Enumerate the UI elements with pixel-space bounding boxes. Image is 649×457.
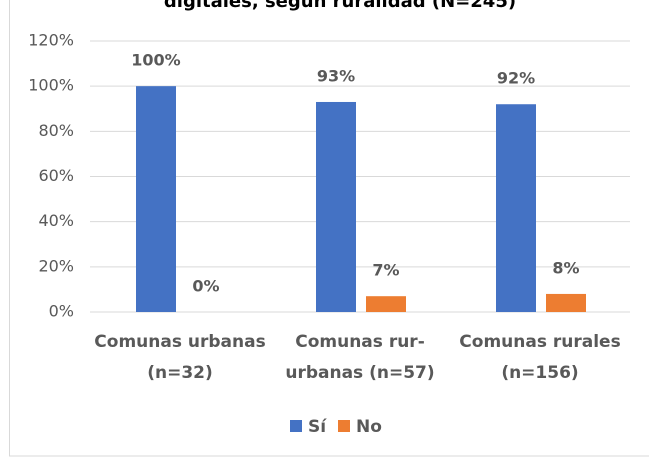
value-label: 7% bbox=[372, 261, 399, 280]
y-tick-label: 0% bbox=[49, 302, 74, 321]
bar bbox=[136, 86, 176, 313]
x-tick-label: urbanas (n=57) bbox=[285, 363, 434, 383]
legend-swatch bbox=[338, 420, 350, 432]
value-label: 93% bbox=[317, 66, 355, 85]
y-tick-label: 40% bbox=[38, 211, 74, 230]
x-tick-label: Comunas rur- bbox=[295, 332, 425, 352]
x-tick-label: (n=32) bbox=[147, 363, 213, 383]
legend-label: Sí bbox=[308, 417, 327, 437]
value-label: 100% bbox=[131, 51, 180, 70]
y-tick-label: 60% bbox=[38, 166, 74, 185]
legend-label: No bbox=[356, 417, 382, 437]
legend-swatch bbox=[290, 420, 302, 432]
x-tick-label: Comunas urbanas bbox=[94, 332, 265, 352]
value-label: 8% bbox=[552, 258, 579, 277]
bar bbox=[316, 101, 356, 312]
y-tick-label: 80% bbox=[38, 121, 74, 140]
x-tick-label: (n=156) bbox=[501, 363, 578, 383]
value-label: 0% bbox=[192, 277, 219, 296]
bar bbox=[496, 104, 536, 312]
x-tick-label: Comunas rurales bbox=[459, 332, 620, 352]
chart-title: digitales, según ruralidad (N=245) bbox=[164, 0, 516, 12]
y-tick-label: 120% bbox=[28, 31, 74, 50]
bar bbox=[546, 293, 586, 312]
y-tick-label: 100% bbox=[28, 76, 74, 95]
y-tick-label: 20% bbox=[38, 256, 74, 275]
bar bbox=[366, 296, 406, 312]
value-label: 92% bbox=[497, 69, 535, 88]
